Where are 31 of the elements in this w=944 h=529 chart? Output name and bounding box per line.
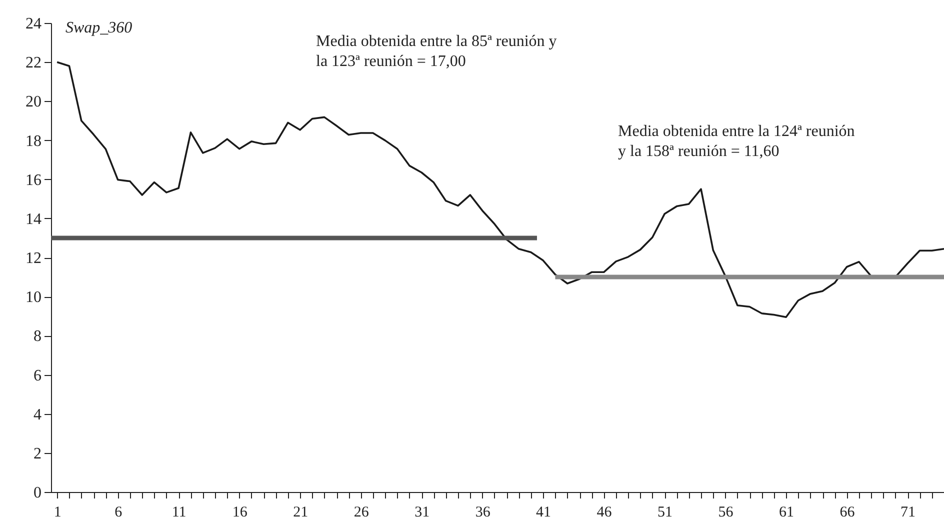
y-tick-label: 22 (26, 54, 42, 72)
x-tick-label: 56 (718, 504, 734, 520)
y-tick-label: 14 (26, 210, 42, 228)
x-tick-label: 11 (172, 504, 186, 520)
x-tick-label: 36 (475, 504, 491, 520)
x-tick-label: 26 (354, 504, 370, 520)
annotation: Media obtenida entre la 85ª reunión y la 123ª reunión = 17,00 (316, 33, 557, 70)
x-tick-label: 46 (596, 504, 612, 520)
y-axis-title: Swap_360 (66, 20, 132, 36)
x-tick-label: 41 (536, 504, 552, 520)
y-tick-label: 12 (26, 250, 42, 267)
x-tick-label: 1 (54, 504, 62, 520)
y-tick-label: 6 (34, 367, 42, 384)
x-tick-label: 16 (232, 504, 248, 520)
y-tick-label: 10 (26, 289, 42, 306)
x-tick-label: 71 (900, 504, 916, 520)
y-tick-label: 0 (34, 484, 42, 502)
y-tick-label: 18 (26, 132, 42, 150)
x-tick-label: 6 (114, 504, 123, 520)
y-tick-label: 16 (26, 172, 42, 189)
x-tick-label: 66 (840, 504, 856, 520)
y-tick-label: 24 (26, 16, 42, 32)
y-tick-label: 20 (26, 94, 42, 111)
annotation: Media obtenida entre la 124ª reunión y la 158ª reunión = 11,60 (618, 123, 855, 160)
y-tick-label: 2 (34, 445, 42, 462)
y-tick-label: 4 (34, 406, 42, 424)
x-tick-label: 21 (293, 504, 308, 520)
x-tick-label: 61 (779, 504, 794, 520)
x-tick-label: 51 (658, 504, 673, 520)
x-tick-label: 31 (414, 504, 430, 520)
y-tick-label: 8 (34, 328, 42, 346)
